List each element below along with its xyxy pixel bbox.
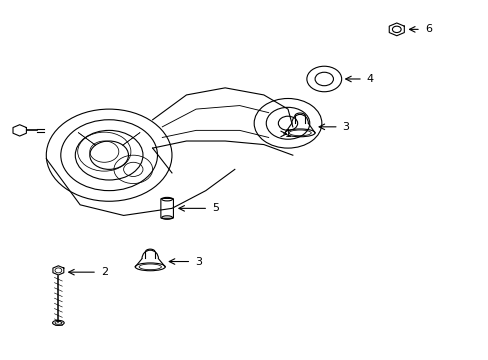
Text: 6: 6 — [424, 24, 431, 34]
Text: 3: 3 — [342, 122, 349, 132]
Text: 1: 1 — [284, 129, 291, 139]
Text: 5: 5 — [212, 203, 219, 213]
Text: 3: 3 — [195, 257, 202, 266]
Text: 2: 2 — [101, 267, 108, 277]
Text: 4: 4 — [366, 74, 373, 84]
